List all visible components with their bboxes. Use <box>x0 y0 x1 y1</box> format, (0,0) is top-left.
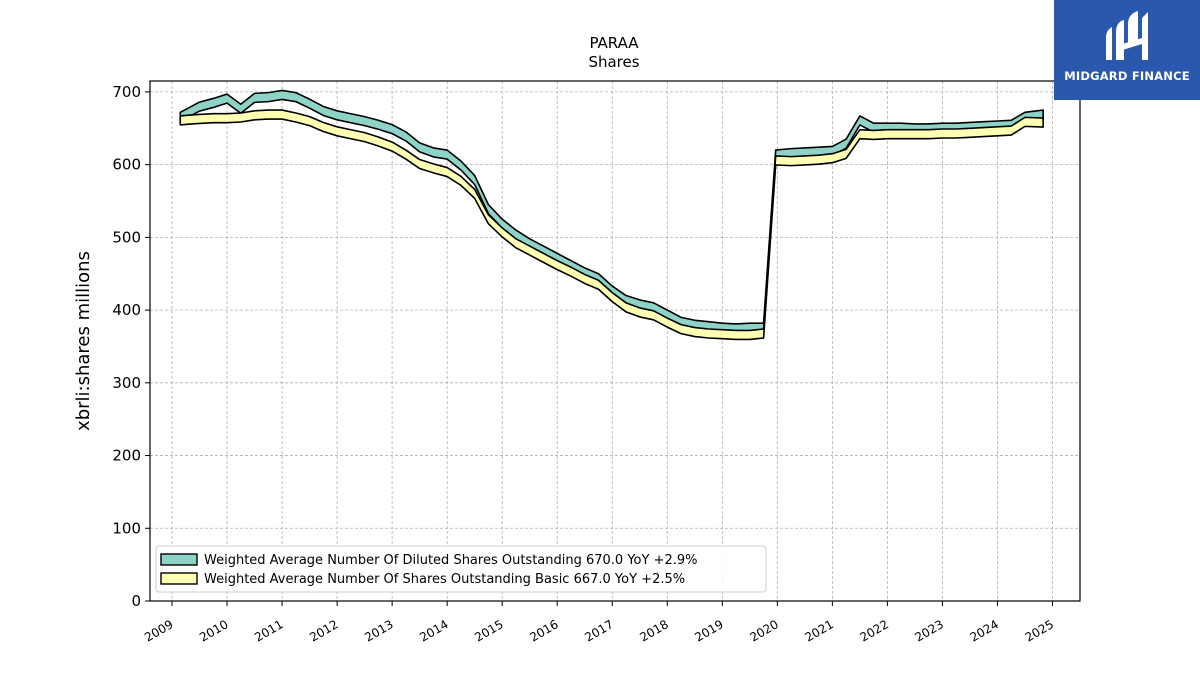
x-tick-label: 2010 <box>197 617 230 644</box>
legend-label: Weighted Average Number Of Shares Outsta… <box>204 572 685 587</box>
x-tick-label: 2009 <box>142 617 175 644</box>
x-tick-label: 2011 <box>252 617 285 644</box>
x-tick-label: 2014 <box>417 617 450 644</box>
x-tick-label: 2012 <box>307 617 340 644</box>
y-tick-label: 400 <box>112 301 141 319</box>
chart-subtitle: Shares <box>588 53 639 71</box>
series-band-2 <box>179 109 1044 341</box>
x-tick-label: 2023 <box>913 617 946 644</box>
plot-areas <box>179 89 1044 341</box>
y-tick-label: 600 <box>112 156 141 174</box>
chart-title: PARAA <box>589 34 639 52</box>
brand-logo: MIDGARD FINANCE <box>1054 0 1200 100</box>
legend: Weighted Average Number Of Diluted Share… <box>155 545 767 593</box>
x-tick-label: 2019 <box>692 617 725 644</box>
x-tick-label: 2013 <box>362 617 395 644</box>
x-tick-label: 2018 <box>637 617 670 644</box>
y-tick-label: 300 <box>112 374 141 392</box>
legend-box <box>155 545 767 593</box>
x-tick-label: 2024 <box>968 617 1001 644</box>
legend-label: Weighted Average Number Of Diluted Share… <box>204 553 698 568</box>
y-axis-label: xbrli:shares millions <box>73 251 94 431</box>
logo-text: MIDGARD FINANCE <box>1064 69 1190 83</box>
y-tick-label: 100 <box>112 519 141 537</box>
grid <box>150 81 1080 602</box>
x-tick-label: 2016 <box>527 617 560 644</box>
legend-swatch <box>160 553 198 566</box>
x-tick-label: 2021 <box>802 617 835 644</box>
x-tick-label: 2015 <box>472 617 505 644</box>
logo-mark-icon <box>1106 11 1148 60</box>
x-tick-label: 2020 <box>747 617 780 644</box>
x-tick-label: 2017 <box>582 617 615 644</box>
y-tick-label: 200 <box>112 447 141 465</box>
plot-frame <box>149 80 1081 602</box>
legend-swatch <box>160 572 198 585</box>
y-tick-label: 700 <box>112 83 141 101</box>
y-tick-label: 500 <box>112 228 141 246</box>
y-tick-label: 0 <box>131 592 141 610</box>
x-tick-label: 2022 <box>858 617 891 644</box>
x-tick-label: 2025 <box>1023 617 1056 644</box>
